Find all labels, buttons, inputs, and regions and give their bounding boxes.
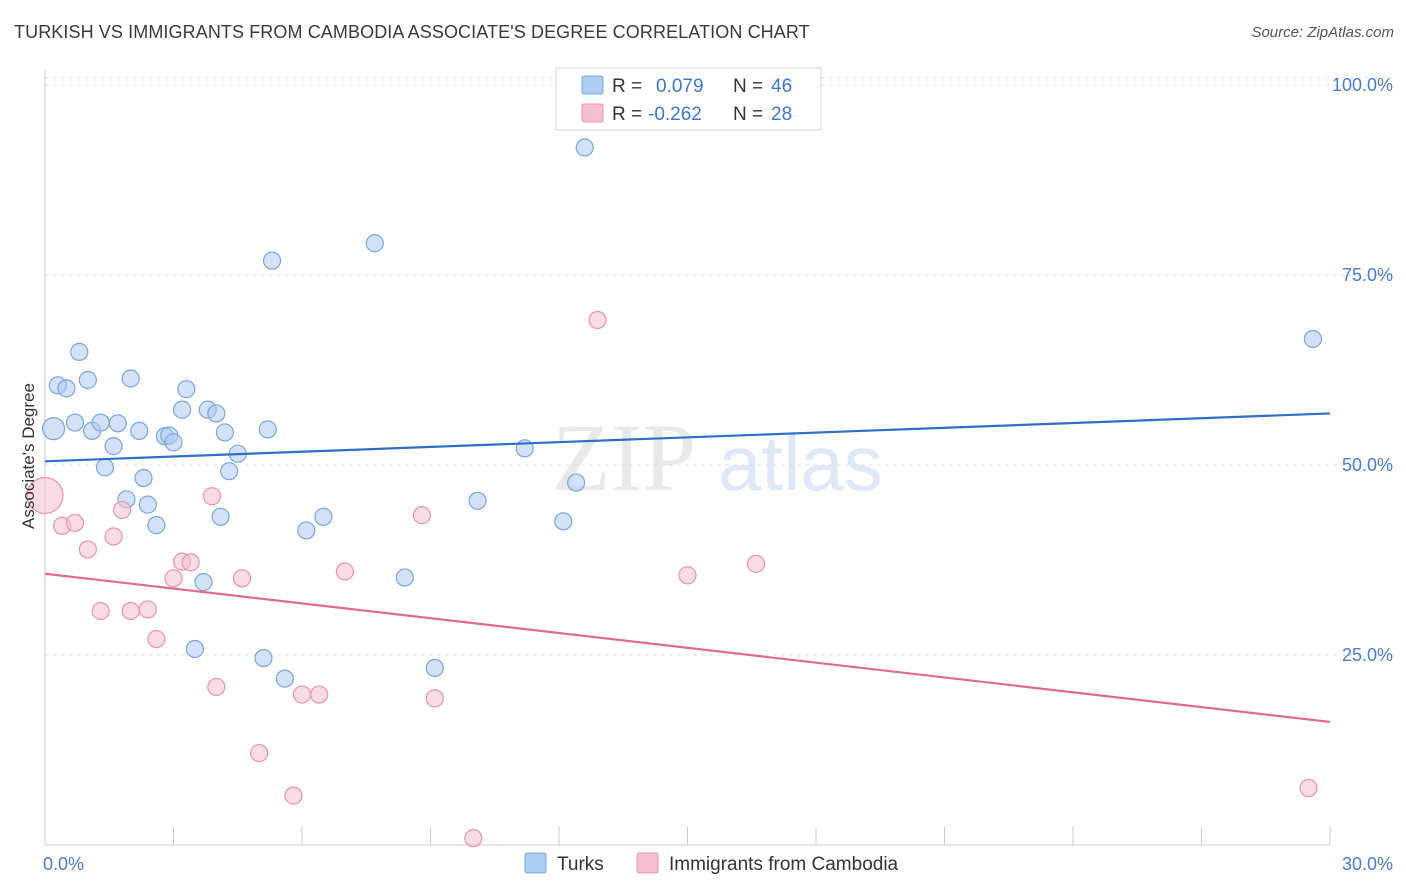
- chart-title: TURKISH VS IMMIGRANTS FROM CAMBODIA ASSO…: [14, 22, 810, 42]
- turks-point: [211, 507, 230, 526]
- cambodia-point: [588, 310, 607, 330]
- legend-n-value-cambodia: 28: [771, 104, 792, 125]
- turks-point: [207, 404, 226, 423]
- turks-point: [134, 468, 153, 488]
- legend-r-label-turks: R =: [612, 76, 642, 97]
- y-axis-title: Associate's Degree: [19, 383, 38, 529]
- turks-point: [78, 370, 97, 390]
- turks-point: [121, 369, 140, 388]
- stats-legend: R = 0.079 N = 46 R = -0.262 N = 28: [555, 67, 822, 131]
- turks-point: [554, 512, 573, 531]
- cambodia-point: [250, 743, 269, 763]
- cambodia-point: [91, 601, 110, 621]
- legend-n-value-turks: 46: [771, 76, 792, 97]
- turks-point: [254, 648, 273, 668]
- turks-point: [567, 473, 586, 492]
- cambodia-point: [112, 500, 132, 520]
- axes: [44, 70, 1331, 846]
- turks-point: [425, 658, 444, 678]
- axis-ticks: 25.0% 50.0% 75.0% 100.0% 0.0% 30.0%: [43, 75, 1393, 874]
- bottom-legend-swatch-cambodia: [636, 852, 659, 874]
- turks-point: [164, 433, 183, 452]
- cambodia-point: [164, 569, 183, 588]
- turks-point: [177, 380, 196, 399]
- legend-n-label-turks: N =: [733, 76, 763, 97]
- turks-point: [314, 507, 333, 526]
- trend-line-cambodia: [44, 572, 1331, 724]
- cambodia-point: [78, 540, 97, 559]
- cambodia-point: [26, 476, 64, 515]
- cambodia-point: [746, 554, 766, 573]
- legend-r-value-turks: 0.079: [656, 76, 704, 97]
- turks-point: [147, 516, 166, 535]
- turks-point: [258, 420, 277, 439]
- turks-point: [185, 639, 205, 659]
- turks-point: [57, 379, 76, 398]
- turks-point: [172, 400, 192, 419]
- series-cambodia: [26, 310, 1318, 848]
- y-tick-label: 25.0%: [1342, 645, 1393, 665]
- turks-point: [65, 413, 85, 432]
- cambodia-point: [147, 629, 166, 649]
- x-tick-label: 0.0%: [43, 854, 84, 874]
- cambodia-point: [1299, 778, 1318, 798]
- legend-r-value-cambodia: -0.262: [648, 104, 702, 125]
- cambodia-point: [232, 569, 252, 588]
- turks-point: [138, 495, 157, 514]
- series-legend: Turks Immigrants from Cambodia: [524, 852, 899, 875]
- y-tick-label: 50.0%: [1342, 455, 1393, 475]
- bottom-legend-label-turks: Turks: [557, 854, 604, 875]
- turks-point: [575, 138, 594, 157]
- turks-point: [108, 414, 127, 433]
- cambodia-point: [104, 527, 123, 546]
- watermark-zip: ZIP: [552, 404, 696, 511]
- y-tick-label: 100.0%: [1332, 75, 1393, 95]
- turks-point: [130, 421, 149, 441]
- turks-point: [1303, 329, 1322, 349]
- turks-point: [468, 491, 487, 510]
- cambodia-point: [138, 600, 157, 619]
- trend-line-turks: [44, 412, 1331, 463]
- y-tick-label: 75.0%: [1342, 265, 1393, 285]
- turks-point: [395, 568, 414, 587]
- turks-point: [194, 573, 213, 592]
- cambodia-point: [121, 601, 140, 621]
- turks-point: [41, 417, 66, 441]
- cambodia-point: [464, 829, 483, 848]
- bottom-legend-swatch-turks: [524, 852, 547, 874]
- trend-lines: [44, 412, 1331, 724]
- cambodia-point: [181, 553, 200, 572]
- turks-point: [297, 521, 316, 540]
- cambodia-point: [207, 677, 226, 697]
- cambodia-point: [335, 562, 354, 581]
- turks-point: [104, 437, 123, 456]
- turks-point: [95, 458, 115, 477]
- x-tick-label: 30.0%: [1342, 854, 1393, 874]
- turks-point: [70, 342, 89, 361]
- source-label: Source: ZipAtlas.com: [1251, 24, 1394, 41]
- turks-point: [262, 251, 282, 270]
- cambodia-point: [678, 566, 697, 585]
- cambodia-point: [202, 487, 222, 506]
- turks-point: [215, 423, 234, 442]
- turks-point: [275, 669, 294, 688]
- legend-swatch-cambodia: [581, 103, 604, 123]
- cambodia-point: [292, 685, 312, 704]
- turks-point: [365, 234, 384, 253]
- cambodia-point: [412, 506, 432, 525]
- turks-point: [220, 462, 239, 481]
- cambodia-point: [310, 685, 329, 704]
- cambodia-point: [425, 689, 444, 708]
- cambodia-point: [284, 786, 303, 805]
- turks-point: [91, 413, 110, 432]
- series-turks: [41, 138, 1322, 688]
- bottom-legend-label-cambodia: Immigrants from Cambodia: [669, 854, 899, 875]
- legend-swatch-turks: [581, 75, 604, 95]
- legend-r-label-cambodia: R =: [612, 104, 642, 125]
- cambodia-point: [65, 513, 85, 532]
- legend-n-label-cambodia: N =: [733, 104, 763, 125]
- grid-lines: [45, 77, 1392, 656]
